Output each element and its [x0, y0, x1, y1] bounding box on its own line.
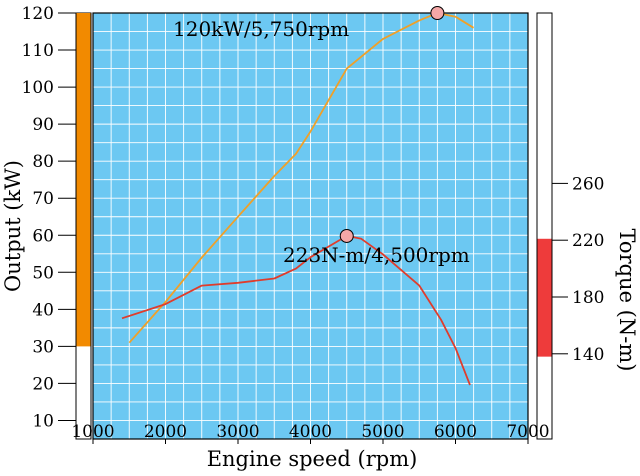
y-tick-label: 100 [22, 78, 54, 98]
y-tick-label: 110 [22, 41, 54, 61]
y-tick-label: 30 [32, 337, 54, 357]
y-tick-label: 90 [32, 115, 54, 135]
y2-tick-label: 180 [572, 288, 604, 308]
torque-scale-bar [536, 12, 553, 440]
y-tick-label: 10 [32, 411, 54, 431]
x-tick-label: 3000 [216, 422, 259, 442]
y-tick-label: 60 [32, 226, 54, 246]
y-tick-label: 80 [32, 152, 54, 172]
output-peak-label: 120kW/5,750rpm [173, 17, 349, 41]
grid-lines [93, 13, 528, 439]
tick-labels: 10 20 30 40 50 60 70 80 90 100 110 120 140 180 220 260 1… [22, 4, 605, 442]
y-tick-label: 70 [32, 189, 54, 209]
x-tick-label: 5000 [361, 422, 404, 442]
axis-ticks [58, 12, 568, 444]
y2-tick-label: 220 [572, 231, 604, 251]
torque_peak-marker [339, 228, 354, 243]
y2-axis-title: Torque (N-m) [615, 229, 639, 372]
output_peak-marker [430, 6, 445, 20]
output-range-band [76, 13, 91, 347]
y-axis-title: Output (kW) [1, 160, 25, 292]
y2-tick-label: 140 [572, 345, 604, 365]
torque-peak-label: 223N-m/4,500rpm [283, 243, 470, 267]
torque-line [121, 234, 471, 386]
torque-range-band [537, 238, 552, 357]
x-tick-label: 4000 [289, 422, 332, 442]
peak-markers [339, 6, 445, 243]
x-tick-label: 2000 [144, 422, 187, 442]
x-tick-label: 6000 [434, 422, 477, 442]
y-tick-label: 20 [32, 374, 54, 394]
y-tick-label: 120 [22, 4, 54, 24]
x-tick-label: 1000 [71, 422, 114, 442]
y2-tick-label: 260 [572, 174, 604, 194]
y-tick-label: 40 [32, 300, 54, 320]
x-tick-label: 7000 [506, 422, 549, 442]
y-tick-label: 50 [32, 263, 54, 283]
x-axis-title: Engine speed (rpm) [207, 447, 418, 471]
